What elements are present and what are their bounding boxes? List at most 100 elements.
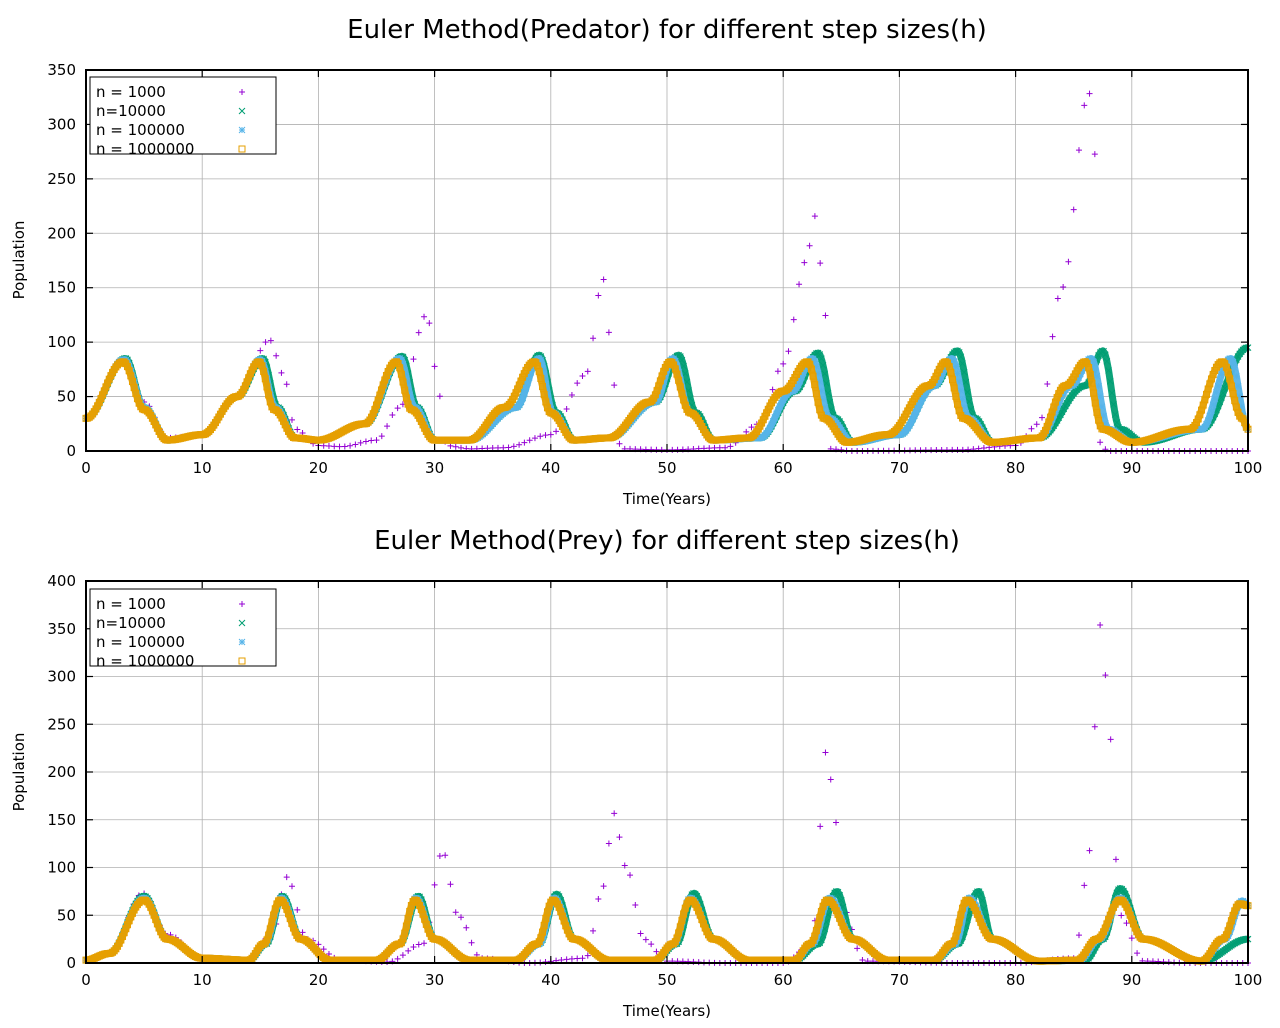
data-point (854, 945, 861, 952)
x-tick-label: 90 (1122, 459, 1141, 477)
data-point (531, 435, 538, 442)
data-point (463, 924, 470, 931)
data-point (590, 927, 597, 934)
data-point (1039, 414, 1046, 421)
x-tick-label: 70 (890, 971, 909, 989)
data-point (288, 416, 295, 423)
data-point (1054, 295, 1061, 302)
data-point (838, 446, 845, 453)
legend-entry-label: n = 100000 (96, 633, 185, 651)
data-point (500, 444, 507, 451)
data-point (547, 431, 554, 438)
y-tick-label: 100 (47, 859, 76, 877)
data-point (616, 834, 623, 841)
x-tick-label: 0 (81, 459, 91, 477)
data-point (352, 441, 359, 448)
legend-entry-label: n=10000 (96, 614, 166, 632)
y-axis-label: Population (10, 221, 28, 300)
data-point (579, 955, 586, 962)
data-point (452, 909, 459, 916)
data-point (568, 391, 575, 398)
x-tick-label: 80 (1006, 971, 1025, 989)
legend-entry-label: n = 1000 (96, 83, 166, 101)
y-tick-label: 300 (47, 668, 76, 686)
x-tick-label: 50 (657, 459, 676, 477)
data-point (415, 329, 422, 336)
data-point (1075, 932, 1082, 939)
x-tick-label: 20 (309, 971, 328, 989)
data-point (426, 320, 433, 327)
data-point (827, 776, 834, 783)
data-point (431, 363, 438, 370)
data-point (632, 902, 639, 909)
y-tick-label: 250 (47, 170, 76, 188)
data-point (801, 259, 808, 266)
data-point (785, 348, 792, 355)
data-point (510, 443, 517, 450)
chart-title: Euler Method(Predator) for different ste… (347, 15, 987, 45)
y-tick-label: 400 (47, 572, 76, 590)
data-point (294, 426, 301, 433)
legend-marker (238, 638, 246, 646)
data-point (1075, 147, 1082, 154)
data-point (394, 955, 401, 962)
x-tick-label: 50 (657, 971, 676, 989)
data-point (711, 444, 718, 451)
x-tick-label: 30 (425, 459, 444, 477)
data-point (806, 242, 813, 249)
x-axis-label: Time(Years) (622, 1002, 711, 1020)
data-point (288, 883, 295, 890)
x-tick-label: 100 (1234, 459, 1263, 477)
data-point (817, 823, 824, 830)
data-point (833, 819, 840, 826)
data-point (410, 944, 417, 951)
data-point (415, 941, 422, 948)
data-point (384, 423, 391, 430)
data-point (1128, 935, 1135, 942)
data-point (399, 952, 406, 959)
data-point (584, 368, 591, 375)
data-point (1081, 102, 1088, 109)
data-point (389, 411, 396, 418)
data-point (616, 440, 623, 447)
data-point (431, 881, 438, 888)
legend-entry-label: n = 1000 (96, 595, 166, 613)
data-point (368, 437, 375, 444)
y-tick-label: 150 (47, 811, 76, 829)
data-point (447, 881, 454, 888)
data-point (341, 443, 348, 450)
predator-chart: Euler Method(Predator) for different ste… (10, 15, 1262, 508)
y-tick-label: 200 (47, 763, 76, 781)
data-point (373, 437, 380, 444)
data-point (1107, 736, 1114, 743)
data-points (82, 90, 1252, 454)
data-point (542, 958, 549, 965)
data-point (1060, 283, 1067, 290)
data-point (817, 260, 824, 267)
data-point (537, 433, 544, 440)
data-point (542, 432, 549, 439)
data-point (780, 360, 787, 367)
data-point (421, 940, 428, 947)
data-point (642, 936, 649, 943)
data-point (320, 442, 327, 449)
data-point (336, 443, 343, 450)
x-axis-label: Time(Years) (622, 490, 711, 508)
data-point (568, 955, 575, 962)
data-point (822, 749, 829, 756)
x-tick-label: 40 (541, 971, 560, 989)
data-point (611, 810, 618, 817)
data-point (1028, 425, 1035, 432)
data-point (526, 437, 533, 444)
data-point (458, 444, 465, 451)
data-point (553, 428, 560, 435)
data-point (421, 313, 428, 320)
y-tick-label: 0 (66, 954, 76, 972)
data-point (595, 895, 602, 902)
data-point (436, 393, 443, 400)
data-point (627, 872, 634, 879)
x-tick-label: 30 (425, 971, 444, 989)
data-point (1097, 622, 1104, 629)
